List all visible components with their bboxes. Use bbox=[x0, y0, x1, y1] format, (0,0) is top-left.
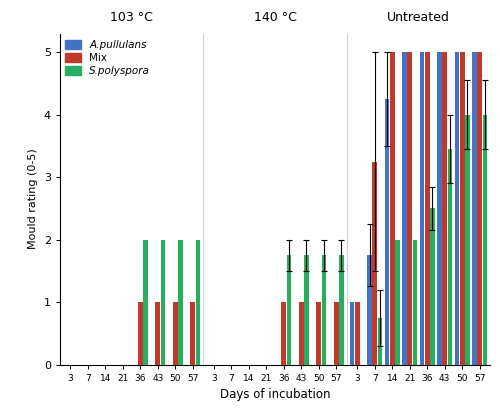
Bar bbox=[339, 255, 344, 365]
Bar bbox=[143, 240, 148, 365]
Bar bbox=[372, 162, 377, 365]
Bar bbox=[178, 240, 183, 365]
Text: Untreated: Untreated bbox=[387, 10, 450, 23]
Bar bbox=[378, 318, 382, 365]
Text: 103 °C: 103 °C bbox=[110, 10, 153, 23]
Bar bbox=[408, 52, 412, 365]
Bar bbox=[160, 240, 166, 365]
Bar bbox=[173, 302, 178, 365]
Bar bbox=[460, 52, 464, 365]
Bar bbox=[304, 255, 308, 365]
Bar bbox=[420, 52, 424, 365]
Bar bbox=[402, 52, 407, 365]
Bar bbox=[322, 255, 326, 365]
Bar bbox=[448, 149, 452, 365]
Bar bbox=[425, 52, 430, 365]
Y-axis label: Mould rating (0-5): Mould rating (0-5) bbox=[28, 149, 38, 249]
Bar bbox=[478, 52, 482, 365]
Bar bbox=[395, 240, 400, 365]
Bar bbox=[472, 52, 477, 365]
Bar bbox=[350, 302, 354, 365]
Bar bbox=[367, 255, 372, 365]
Bar bbox=[299, 302, 304, 365]
Bar bbox=[465, 115, 469, 365]
Bar bbox=[138, 302, 142, 365]
Bar bbox=[355, 302, 360, 365]
Bar bbox=[286, 255, 291, 365]
Bar bbox=[390, 52, 394, 365]
Bar bbox=[454, 52, 460, 365]
Bar bbox=[430, 208, 434, 365]
Bar bbox=[190, 302, 195, 365]
Bar bbox=[437, 52, 442, 365]
Bar bbox=[334, 302, 338, 365]
Bar bbox=[384, 99, 390, 365]
X-axis label: Days of incubation: Days of incubation bbox=[220, 388, 330, 401]
Bar bbox=[156, 302, 160, 365]
Bar bbox=[442, 52, 447, 365]
Legend: A.pullulans, Mix, S.polyspora: A.pullulans, Mix, S.polyspora bbox=[62, 37, 153, 79]
Bar bbox=[482, 115, 487, 365]
Bar bbox=[316, 302, 321, 365]
Text: 140 °C: 140 °C bbox=[254, 10, 296, 23]
Bar bbox=[196, 240, 200, 365]
Bar bbox=[412, 240, 417, 365]
Bar bbox=[282, 302, 286, 365]
